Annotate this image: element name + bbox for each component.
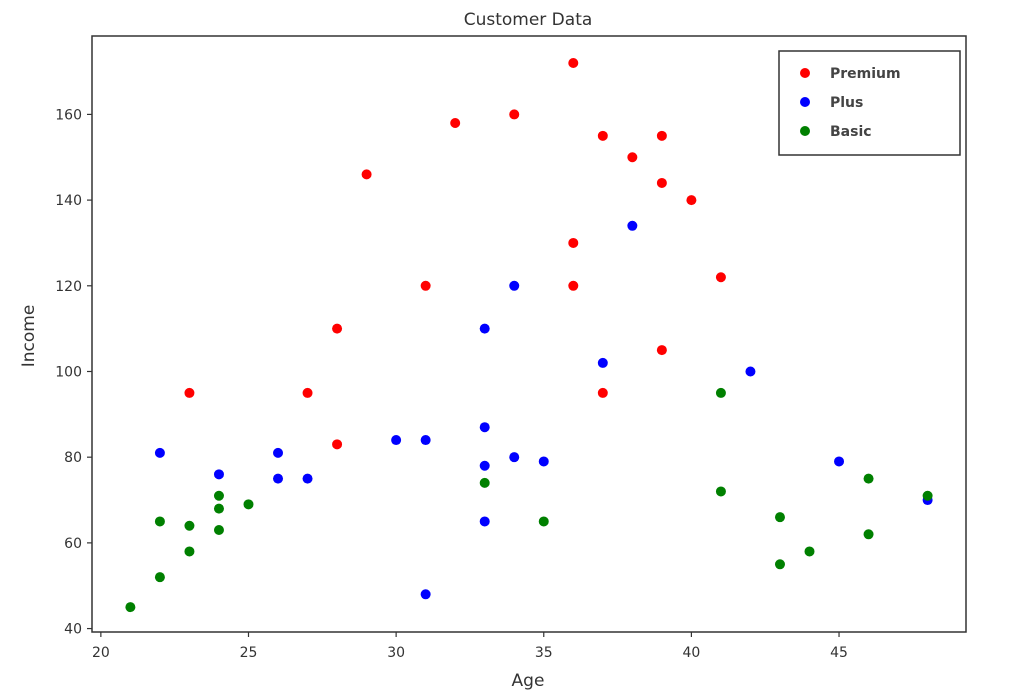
x-axis-label: Age [512,671,545,691]
point-plus [479,460,490,471]
point-premium [184,387,195,398]
point-plus [302,473,313,484]
point-basic [479,477,490,488]
point-plus [538,456,549,467]
point-premium [509,109,520,120]
point-basic [715,486,726,497]
point-basic [715,387,726,398]
point-basic [774,559,785,570]
point-plus [213,469,224,480]
point-basic [863,473,874,484]
y-tick-label: 60 [64,536,82,552]
y-tick-label: 100 [55,364,82,380]
point-premium [597,387,608,398]
point-plus [834,456,845,467]
legend-marker-plus [800,97,810,107]
point-premium [420,280,431,291]
x-tick-label: 45 [830,645,848,661]
y-tick-label: 140 [55,193,82,209]
y-tick-label: 40 [64,622,82,638]
point-plus [420,435,431,446]
x-tick-label: 25 [240,645,258,661]
legend-label-basic: Basic [830,124,872,140]
point-premium [686,195,697,206]
point-plus [597,357,608,368]
x-tick-label: 30 [387,645,405,661]
y-tick-label: 80 [64,450,82,466]
x-tick-label: 40 [682,645,700,661]
point-premium [332,323,343,334]
point-basic [922,490,933,501]
point-plus [420,589,431,600]
y-axis-label: Income [19,305,39,368]
y-axis-ticks: 40 60 80 100 120 140 160 [55,107,92,638]
point-plus [273,447,284,458]
chart-title: Customer Data [464,10,593,30]
x-tick-label: 35 [535,645,553,661]
legend-label-plus: Plus [830,95,863,111]
point-basic [154,572,165,583]
point-premium [302,387,313,398]
y-tick-label: 160 [55,107,82,123]
point-premium [597,130,608,141]
point-plus [509,280,520,291]
x-axis-ticks: 20 25 30 35 40 45 [92,632,848,661]
legend: Premium Plus Basic [778,50,961,156]
point-premium [715,272,726,283]
point-premium [361,169,372,180]
point-plus [479,323,490,334]
point-basic [213,490,224,501]
point-plus [273,473,284,484]
point-premium [627,152,638,163]
legend-marker-premium [800,68,810,78]
point-plus [745,366,756,377]
y-tick-label: 120 [55,279,82,295]
point-plus [391,435,402,446]
point-basic [774,512,785,523]
legend-marker-basic [800,126,810,136]
point-premium [450,117,461,128]
point-basic [184,546,195,557]
point-basic [538,516,549,527]
point-plus [479,516,490,527]
point-basic [863,529,874,540]
point-plus [154,447,165,458]
point-premium [656,130,667,141]
point-premium [332,439,343,450]
point-basic [804,546,815,557]
point-basic [213,503,224,514]
point-plus [627,220,638,231]
point-plus [509,452,520,463]
point-basic [154,516,165,527]
point-premium [568,237,579,248]
plot-area-frame [91,35,967,633]
point-basic [213,525,224,536]
point-basic [184,520,195,531]
point-premium [568,57,579,68]
point-premium [656,177,667,188]
point-premium [568,280,579,291]
x-tick-label: 20 [92,645,110,661]
point-basic [243,499,254,510]
legend-label-premium: Premium [830,66,901,82]
point-premium [656,345,667,356]
point-plus [479,422,490,433]
point-basic [125,602,136,613]
data-points [125,57,933,613]
